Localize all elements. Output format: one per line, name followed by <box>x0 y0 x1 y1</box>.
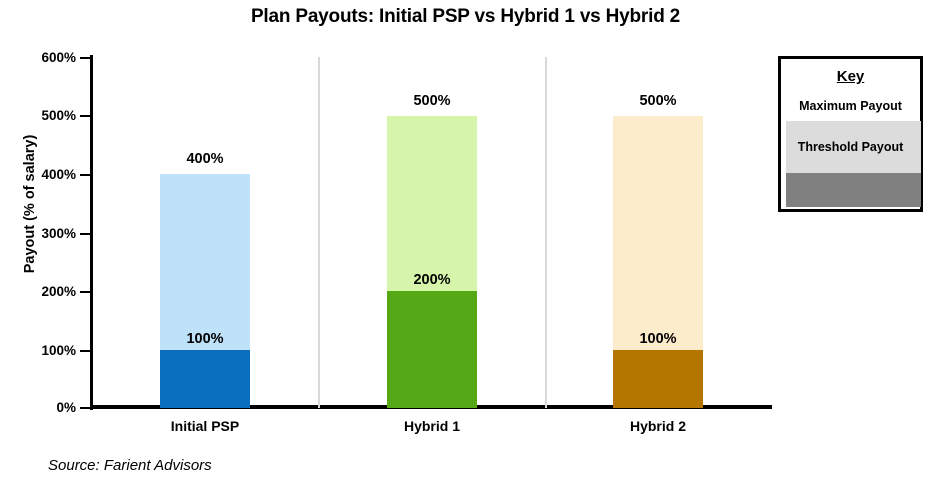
x-category-label-hybrid-1: Hybrid 1 <box>403 418 460 434</box>
legend-swatch-threshold-payout <box>786 121 921 173</box>
bar-stack-hybrid-2[interactable]: 100% <box>613 116 703 408</box>
y-tick-label-200: 200% <box>41 284 76 299</box>
legend-label-threshold-payout: Threshold Payout <box>797 140 904 154</box>
bar-group-hybrid-1[interactable]: 500% 200% <box>387 94 477 408</box>
bar-stack-initial-psp[interactable]: 100% <box>160 174 250 408</box>
bar-stack-hybrid-1[interactable]: 200% <box>387 116 477 408</box>
bar-threshold-value-label-hybrid-1: 200% <box>413 271 451 288</box>
y-tick-label-500: 500% <box>41 108 76 123</box>
y-tick-mark-200 <box>80 291 90 293</box>
category-separator-1 <box>318 57 320 408</box>
y-tick-mark-600 <box>80 57 90 59</box>
y-tick-mark-100 <box>80 350 90 352</box>
legend-label-maximum-payout: Maximum Payout <box>799 99 902 113</box>
plot-area: 400% 100% 500% 200% 500% 100% <box>92 57 772 408</box>
y-tick-label-100: 100% <box>41 343 76 358</box>
x-category-label-hybrid-2: Hybrid 2 <box>629 418 686 434</box>
y-tick-label-0: 0% <box>56 400 76 415</box>
bar-max-value-label-hybrid-1: 500% <box>413 93 451 109</box>
chart-title: Plan Payouts: Initial PSP vs Hybrid 1 vs… <box>250 6 681 27</box>
y-tick-mark-400 <box>80 174 90 176</box>
y-tick-mark-500 <box>80 115 90 117</box>
y-axis-line <box>90 55 93 410</box>
legend-key-box: Key Maximum Payout Threshold Payout <box>778 56 923 212</box>
legend-swatch-maximum-payout <box>781 92 920 126</box>
y-tick-mark-300 <box>80 233 90 235</box>
bar-max-value-label-initial-psp: 400% <box>186 151 224 167</box>
y-tick-label-600: 600% <box>41 50 76 65</box>
bar-max-value-label-hybrid-2: 500% <box>639 93 677 109</box>
bar-segment-threshold-hybrid-2[interactable] <box>613 350 703 408</box>
legend-swatch-base-payout <box>786 173 921 207</box>
bar-segment-threshold-initial-psp[interactable] <box>160 350 250 408</box>
y-tick-label-300: 300% <box>41 226 76 241</box>
bar-threshold-value-label-initial-psp: 100% <box>186 330 224 347</box>
y-tick-mark-0 <box>80 407 90 409</box>
legend-title: Key <box>836 68 865 85</box>
y-axis-title: Payout (% of salary) <box>22 134 38 274</box>
bar-group-initial-psp[interactable]: 400% 100% <box>160 152 250 408</box>
source-note: Source: Farient Advisors <box>48 457 212 474</box>
y-tick-label-400: 400% <box>41 167 76 182</box>
x-category-label-initial-psp: Initial PSP <box>170 418 240 434</box>
bar-segment-threshold-hybrid-1[interactable] <box>387 291 477 408</box>
category-separator-2 <box>545 57 547 408</box>
bar-group-hybrid-2[interactable]: 500% 100% <box>613 94 703 408</box>
bar-threshold-value-label-hybrid-2: 100% <box>639 330 677 347</box>
